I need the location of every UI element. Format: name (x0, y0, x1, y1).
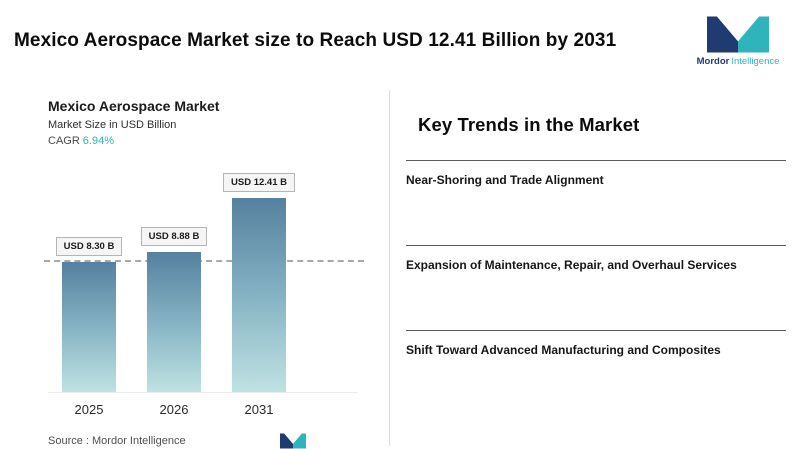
mordor-logo-small-icon (280, 433, 306, 449)
bar-2025 (62, 262, 116, 392)
trend-item-1: Near-Shoring and Trade Alignment (406, 160, 786, 245)
brand-name-light: Intelligence (731, 56, 780, 67)
key-trends-panel: Key Trends in the Market Near-Shoring an… (390, 90, 800, 446)
brand-name-bold: Mordor (696, 56, 730, 67)
bar-2026 (147, 252, 201, 392)
bar-group-2025: USD 8.30 B (55, 173, 123, 392)
page-title: Mexico Aerospace Market size to Reach US… (14, 30, 617, 51)
source-row: Source : Mordor Intelligence (48, 433, 358, 449)
bars-area: USD 8.30 B USD 8.88 B USD 12.41 B (48, 173, 358, 392)
bar-2031 (232, 198, 286, 392)
trend-item-2: Expansion of Maintenance, Repair, and Ov… (406, 245, 786, 330)
reference-line (44, 260, 364, 262)
x-axis-labels: 2025 2026 2031 (48, 402, 358, 417)
trend-item-3: Shift Toward Advanced Manufacturing and … (406, 330, 786, 415)
bar-group-2026: USD 8.88 B (140, 173, 208, 392)
mordor-logo-icon (707, 16, 769, 53)
main-content: Mexico Aerospace Market Market Size in U… (0, 90, 800, 449)
brand-name: Mordor Intelligence (697, 56, 780, 67)
x-tick-2031: 2031 (244, 402, 274, 417)
bar-group-2031: USD 12.41 B (223, 173, 295, 392)
trend-text: Near-Shoring and Trade Alignment (406, 173, 604, 187)
cagr-value: 6.94% (82, 135, 114, 147)
header: Mexico Aerospace Market size to Reach US… (0, 0, 800, 88)
cagr-label: CAGR (48, 135, 80, 147)
bar-value-label: USD 8.30 B (55, 237, 123, 256)
chart-panel: Mexico Aerospace Market Market Size in U… (0, 90, 390, 449)
x-tick-2025: 2025 (74, 402, 104, 417)
trend-text: Shift Toward Advanced Manufacturing and … (406, 343, 721, 357)
source-text: Source : Mordor Intelligence (48, 435, 186, 447)
chart-title: Mexico Aerospace Market (48, 98, 220, 114)
brand-logo: Mordor Intelligence (692, 16, 784, 67)
bar-value-label: USD 8.88 B (140, 227, 208, 246)
trend-text: Expansion of Maintenance, Repair, and Ov… (406, 258, 737, 272)
x-tick-2026: 2026 (159, 402, 189, 417)
chart-cagr: CAGR 6.94% (48, 135, 389, 147)
bar-value-label: USD 12.41 B (223, 173, 295, 192)
chart-subtitle: Market Size in USD Billion (48, 119, 177, 131)
bar-chart: USD 8.30 B USD 8.88 B USD 12.41 B (44, 173, 364, 393)
trends-title: Key Trends in the Market (418, 114, 640, 135)
